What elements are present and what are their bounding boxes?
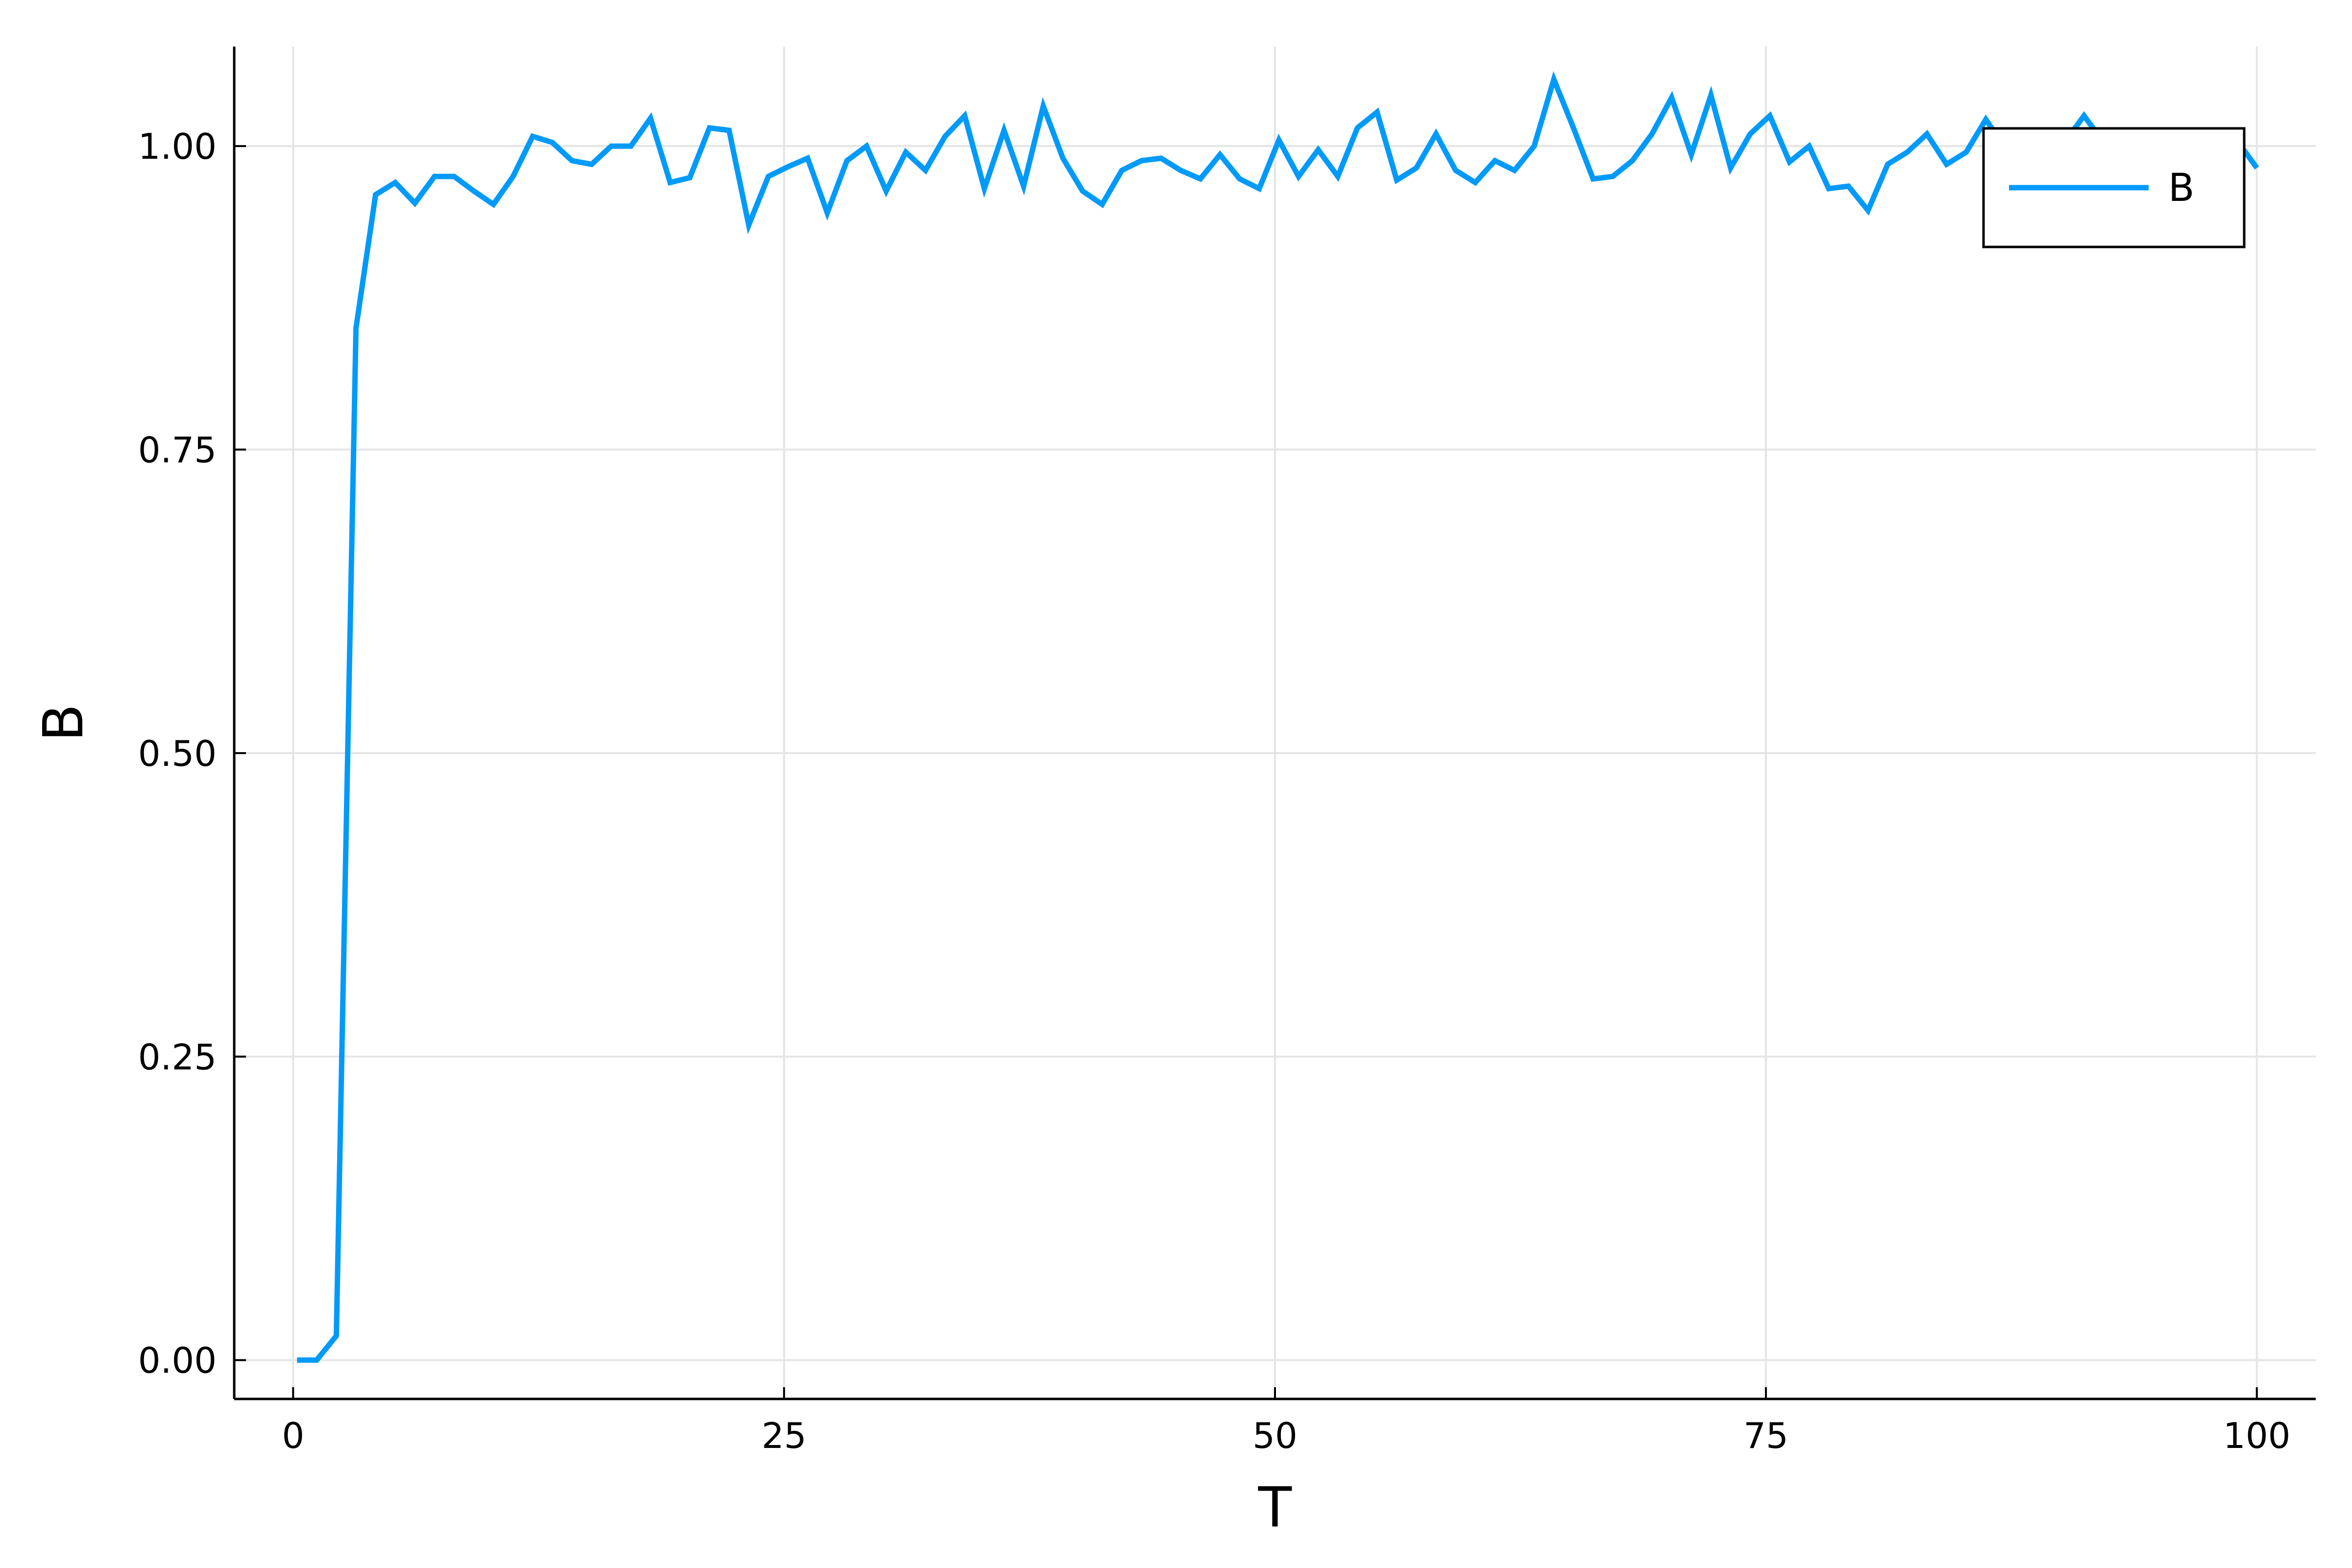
y-axis-label: B	[32, 704, 96, 742]
x-tick-label: 0	[282, 1415, 304, 1456]
x-tick-label: 100	[2223, 1415, 2290, 1456]
series-line-b	[297, 71, 2259, 1363]
y-tick-label: 1.00	[138, 126, 217, 167]
x-tick-label: 75	[1743, 1415, 1788, 1456]
x-ticks: 0 25 50 75 100	[282, 1387, 2290, 1456]
x-axis-label: T	[1258, 1476, 1292, 1540]
legend-label-b: B	[2168, 166, 2195, 210]
y-tick-label: 0.50	[138, 733, 217, 774]
y-ticks: 0.00 0.25 0.50 0.75 1.00	[138, 126, 246, 1381]
x-tick-label: 50	[1252, 1415, 1298, 1456]
y-tick-label: 0.75	[138, 430, 217, 471]
series-layer	[297, 71, 2259, 1363]
y-tick-label: 0.25	[138, 1036, 217, 1078]
legend: B	[1982, 127, 2246, 248]
x-tick-label: 25	[761, 1415, 807, 1456]
y-tick-label: 0.00	[138, 1340, 217, 1381]
grid	[234, 47, 2316, 1399]
